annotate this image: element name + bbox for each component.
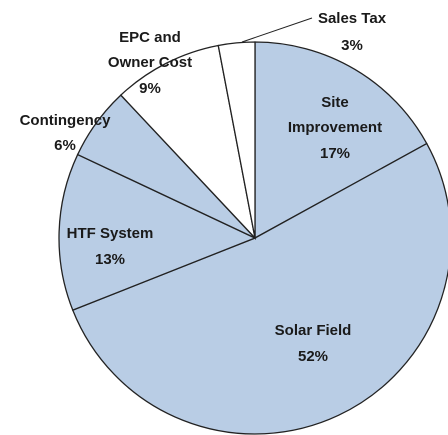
value-label: 3% xyxy=(341,37,363,54)
pie-slice xyxy=(71,142,448,435)
pie-slice xyxy=(254,41,428,240)
value-label: 13% xyxy=(94,251,126,268)
value-label: 6% xyxy=(54,137,76,154)
leader-line xyxy=(241,17,313,43)
slice-label: EPC and Owner Cost xyxy=(107,29,193,71)
value-label: 17% xyxy=(319,145,351,162)
pie-slice xyxy=(217,41,256,239)
slice-label: Site Improvement xyxy=(287,94,383,136)
value-label: 9% xyxy=(139,80,161,97)
pie-slice xyxy=(58,153,257,311)
slice-label: Contingency xyxy=(19,112,111,129)
slice-label: HTF System xyxy=(66,225,154,242)
value-label: 52% xyxy=(297,348,329,365)
slice-label: Solar Field xyxy=(274,322,352,339)
slice-label: Sales Tax xyxy=(317,10,387,27)
pie-slice xyxy=(119,44,257,241)
